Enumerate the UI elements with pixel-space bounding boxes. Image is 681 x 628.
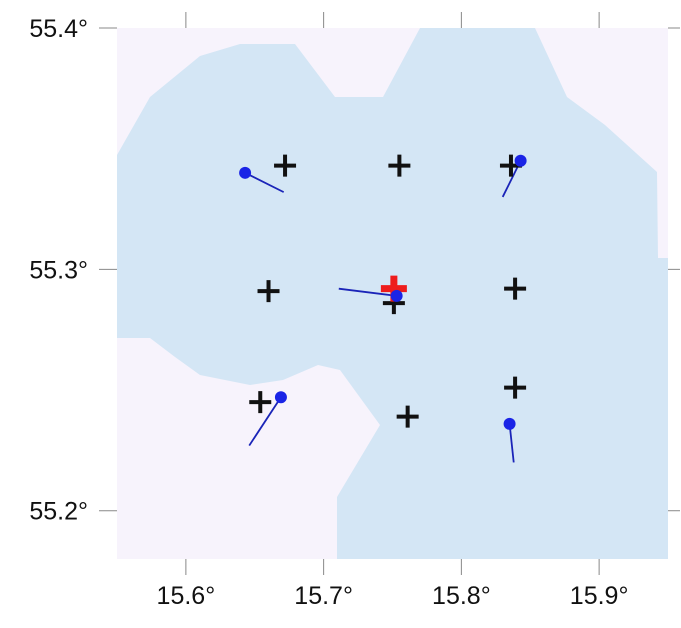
x-tick-label: 15.6° bbox=[157, 582, 216, 610]
y-tick-label: 55.3° bbox=[29, 256, 88, 284]
x-tick-label: 15.7° bbox=[294, 582, 353, 610]
y-axis-labels: 55.2° 55.3° 55.4° bbox=[29, 15, 88, 526]
station-marker bbox=[504, 277, 527, 300]
x-axis-labels: 15.6° 15.7° 15.8° 15.9° bbox=[157, 582, 629, 610]
vector-line bbox=[248, 396, 282, 447]
vector-line bbox=[508, 423, 515, 463]
vector-point bbox=[239, 166, 252, 179]
y-tick-label: 55.4° bbox=[29, 15, 88, 43]
station-marker bbox=[249, 391, 272, 414]
station-marker bbox=[396, 405, 419, 428]
x-tick-label: 15.9° bbox=[570, 582, 629, 610]
station-layer bbox=[249, 154, 527, 428]
vector-point bbox=[503, 417, 516, 430]
station-marker bbox=[257, 280, 280, 303]
y-tick-label: 55.2° bbox=[29, 498, 88, 526]
axis-tick-marks bbox=[99, 12, 680, 575]
vector-point bbox=[274, 391, 287, 404]
x-tick-label: 15.8° bbox=[432, 582, 491, 610]
station-marker bbox=[388, 154, 411, 177]
station-marker bbox=[274, 154, 297, 177]
station-marker bbox=[504, 376, 527, 399]
vector-point bbox=[514, 154, 527, 167]
vector-point bbox=[390, 289, 403, 302]
vector-line bbox=[338, 287, 397, 297]
vector-line bbox=[244, 172, 285, 193]
vector-point-layer bbox=[239, 154, 527, 430]
